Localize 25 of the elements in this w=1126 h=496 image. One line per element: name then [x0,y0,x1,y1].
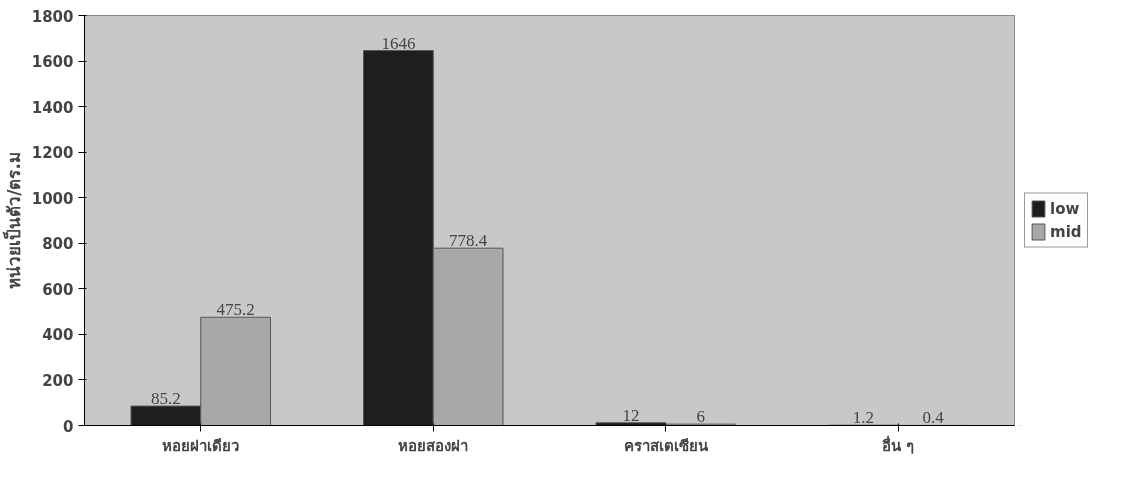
data-label: 12 [622,405,640,425]
x-tick-label: คราสเตเซียน [623,436,709,455]
y-tick-label: 1600 [31,53,74,72]
y-axis-title: หน่วยเป็นตัว/ตร.ม [1,152,24,289]
y-tick-label: 400 [42,326,74,345]
y-tick-label: 800 [42,235,74,254]
data-label: 1646 [381,33,416,53]
data-label: 1.2 [852,408,874,428]
legend-label: mid [1050,222,1082,241]
data-label: 0.4 [922,408,945,428]
x-tick-label: หอยสองฝา [398,436,469,455]
y-tick-label: 1400 [31,98,74,117]
legend-label: low [1050,199,1080,218]
y-tick-label: 200 [42,371,74,390]
data-label: 6 [696,407,705,427]
data-label: 475.2 [216,300,255,320]
x-tick-label: อื่น ๆ [882,434,915,455]
data-label: 778.4 [449,231,488,251]
y-tick-label: 1200 [31,144,74,163]
x-tick-label: หอยฝาเดียว [162,436,240,455]
data-label: 85.2 [151,389,181,409]
y-tick-label: 1000 [31,189,74,208]
y-tick-label: 0 [63,417,74,436]
y-tick-label: 1800 [31,7,74,26]
y-tick-label: 600 [42,280,74,299]
